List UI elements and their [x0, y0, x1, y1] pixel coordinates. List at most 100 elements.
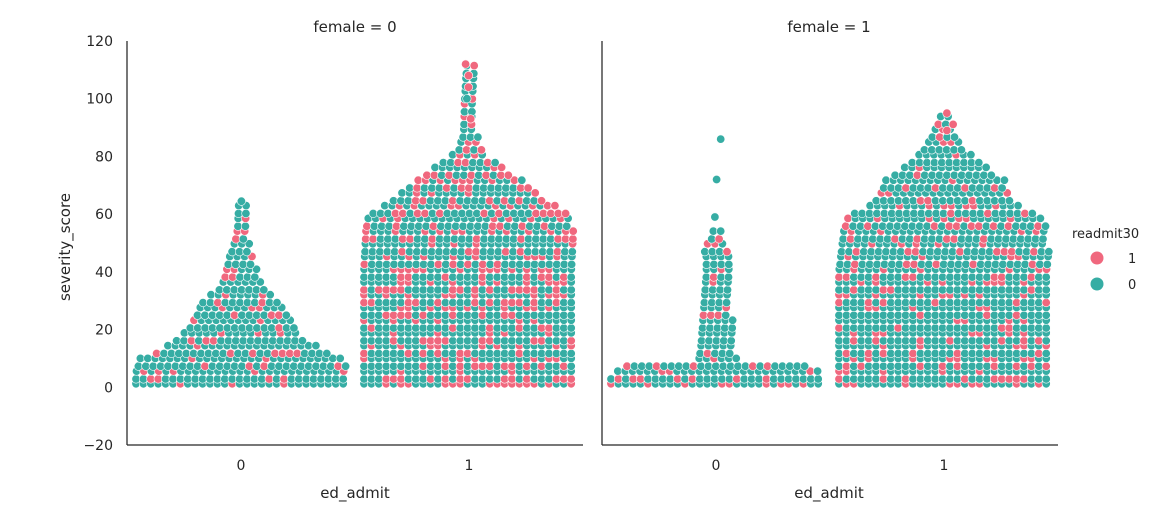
x-tick-label-0: 0	[237, 458, 246, 474]
data-point-readmit-0	[1041, 348, 1051, 358]
data-point-readmit-0	[566, 361, 576, 371]
facet-panel-female-0: female = 0 −20 0 20 40 60 80 100 120 0 1 ed_adm…	[56, 18, 583, 503]
data-point-readmit-1	[722, 247, 732, 257]
x-tick-label-1: 1	[940, 458, 949, 474]
data-point-readmit-1	[948, 119, 958, 129]
points-layer-female-1	[606, 108, 1054, 389]
data-point-readmit-0	[999, 175, 1009, 185]
data-point-readmit-0	[566, 310, 576, 320]
data-point-readmit-0	[722, 298, 732, 308]
data-point-readmit-0	[1041, 310, 1051, 320]
data-point-readmit-0	[716, 226, 726, 236]
data-point-readmit-0	[265, 290, 275, 300]
data-point-readmit-0	[1035, 213, 1045, 223]
data-point-readmit-0	[244, 239, 254, 249]
data-point-readmit-0	[1041, 221, 1051, 231]
data-point-readmit-0	[517, 175, 527, 185]
x-axis-label: ed_admit	[794, 484, 864, 503]
y-tick-label: 40	[95, 265, 113, 281]
data-point-readmit-0	[259, 285, 269, 295]
data-point-readmit-0	[562, 221, 572, 231]
data-point-readmit-1	[523, 183, 533, 193]
data-point-readmit-0	[240, 221, 250, 231]
facet-title-female-0: female = 0	[313, 18, 396, 36]
data-point-readmit-1	[536, 196, 546, 206]
data-point-readmit-0	[974, 158, 984, 168]
facet-title-female-1: female = 1	[787, 18, 870, 36]
data-point-readmit-0	[281, 310, 291, 320]
legend-label-readmit-1: 1	[1128, 252, 1136, 267]
data-point-readmit-0	[997, 183, 1007, 193]
legend: readmit30 1 0	[1072, 227, 1139, 293]
x-tick-label-1: 1	[465, 458, 474, 474]
data-point-readmit-0	[981, 162, 991, 172]
y-tick-label: 20	[95, 323, 113, 339]
y-tick-label: 120	[86, 34, 113, 50]
data-point-readmit-0	[710, 212, 720, 222]
data-point-readmit-1	[561, 209, 571, 219]
y-axis-label: severity_score	[56, 193, 75, 301]
data-point-readmit-0	[242, 247, 252, 257]
y-tick-label: −20	[83, 438, 113, 454]
data-point-readmit-0	[1044, 247, 1054, 257]
data-point-readmit-0	[566, 298, 576, 308]
data-point-readmit-0	[297, 336, 307, 346]
data-point-readmit-0	[250, 272, 260, 282]
data-point-readmit-0	[490, 158, 500, 168]
y-tick-label: 80	[95, 149, 113, 165]
data-point-readmit-0	[722, 285, 732, 295]
data-point-readmit-0	[1038, 234, 1048, 244]
y-tick-labels: −20 0 20 40 60 80 100 120	[83, 34, 113, 454]
data-point-readmit-0	[335, 353, 345, 363]
data-point-readmit-0	[236, 196, 246, 206]
data-point-readmit-0	[567, 259, 577, 269]
data-point-readmit-1	[568, 226, 578, 236]
data-point-readmit-1	[1041, 361, 1051, 371]
data-point-readmit-0	[1004, 196, 1014, 206]
data-point-readmit-0	[566, 272, 576, 282]
data-point-readmit-0	[238, 234, 248, 244]
facet-panel-female-1: female = 1 0 1 ed_admit	[601, 18, 1058, 503]
data-point-readmit-0	[566, 323, 576, 333]
y-tick-label: 60	[95, 207, 113, 223]
data-point-readmit-0	[727, 323, 737, 333]
x-axis-label: ed_admit	[320, 484, 390, 503]
data-point-readmit-0	[1041, 285, 1051, 295]
data-point-readmit-0	[272, 298, 282, 308]
data-point-readmit-0	[252, 264, 262, 274]
data-point-readmit-1	[464, 71, 474, 81]
data-point-readmit-0	[473, 132, 483, 142]
data-point-readmit-1	[463, 82, 473, 92]
x-tick-label-0: 0	[712, 458, 721, 474]
data-point-readmit-0	[728, 315, 738, 325]
data-point-readmit-1	[942, 126, 952, 136]
data-point-readmit-0	[246, 259, 256, 269]
data-point-readmit-0	[724, 259, 734, 269]
data-point-readmit-0	[1041, 323, 1051, 333]
data-point-readmit-1	[466, 114, 476, 124]
data-point-readmit-0	[341, 361, 351, 371]
legend-title: readmit30	[1072, 227, 1139, 242]
data-point-readmit-0	[1041, 336, 1051, 346]
legend-label-readmit-0: 0	[1128, 278, 1136, 293]
data-point-readmit-0	[289, 323, 299, 333]
data-point-readmit-0	[338, 374, 348, 384]
data-point-readmit-0	[1041, 272, 1051, 282]
data-point-readmit-0	[566, 285, 576, 295]
data-point-readmit-0	[462, 94, 472, 104]
data-point-readmit-1	[550, 201, 560, 211]
data-point-readmit-1	[568, 234, 578, 244]
data-point-readmit-1	[1041, 298, 1051, 308]
y-tick-label: 100	[86, 92, 113, 108]
data-point-readmit-1	[469, 61, 479, 71]
data-point-readmit-0	[726, 336, 736, 346]
data-point-readmit-0	[1013, 201, 1023, 211]
data-point-readmit-1	[461, 59, 471, 69]
data-point-readmit-0	[311, 341, 321, 351]
data-point-readmit-1	[566, 336, 576, 346]
data-point-readmit-0	[712, 175, 722, 185]
data-point-readmit-1	[530, 188, 540, 198]
data-point-readmit-0	[813, 374, 823, 384]
legend-marker-readmit-0	[1090, 277, 1104, 291]
